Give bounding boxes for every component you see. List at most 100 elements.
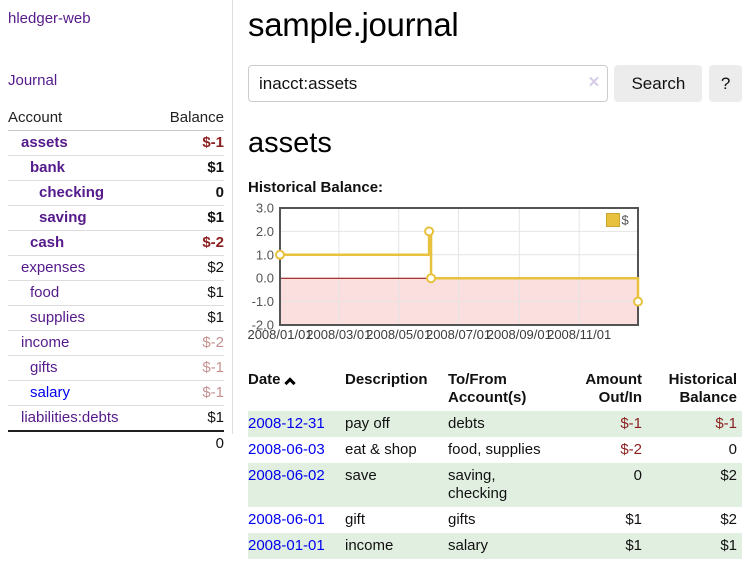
transaction-accounts: debts bbox=[448, 415, 485, 432]
account-row: salary $-1 bbox=[8, 380, 224, 406]
accounts-total-balance: 0 bbox=[152, 430, 224, 456]
sidebar: hledger-web Journal Account Balance asse… bbox=[0, 0, 233, 456]
account-row: liabilities:debts $1 bbox=[8, 405, 224, 432]
transaction-date-link[interactable]: 2008-06-03 bbox=[248, 441, 325, 458]
accounts-table-header: Account Balance bbox=[8, 106, 224, 131]
register-row: 2008-12-31 pay off debts $-1 $-1 bbox=[248, 411, 742, 437]
x-axis-tick-label: 2008/11/01 bbox=[547, 327, 611, 342]
transaction-accounts: gifts bbox=[448, 511, 476, 528]
account-balance: $-1 bbox=[202, 359, 224, 376]
transaction-amount: $1 bbox=[625, 511, 642, 528]
account-link[interactable]: saving bbox=[39, 209, 87, 226]
account-row: bank $1 bbox=[8, 155, 224, 181]
account-link[interactable]: expenses bbox=[21, 259, 86, 276]
account-link[interactable]: assets bbox=[21, 134, 68, 151]
account-row: assets $-1 bbox=[8, 130, 224, 156]
y-axis-tick-label: 2.0 bbox=[256, 224, 274, 239]
accounts-balance-table: Account Balance assets $-1 bank $1 checking 0… bbox=[8, 106, 224, 456]
main-content: sample.journal × Search ? assets Histori… bbox=[233, 0, 742, 559]
transaction-date-link[interactable]: 2008-12-31 bbox=[248, 415, 325, 432]
search-form: × Search ? bbox=[248, 65, 742, 102]
transaction-date-link[interactable]: 2008-06-02 bbox=[248, 467, 325, 484]
y-axis-tick-label: 0.0 bbox=[256, 271, 274, 286]
transaction-balance: $2 bbox=[720, 467, 737, 484]
register-row: 2008-01-01 income salary $1 $1 bbox=[248, 533, 742, 559]
transaction-description: save bbox=[345, 467, 377, 484]
x-axis-tick-label: 2008/03/01 bbox=[306, 327, 371, 342]
transaction-amount: $-2 bbox=[620, 441, 642, 458]
transaction-amount: 0 bbox=[633, 467, 642, 484]
data-point-marker[interactable] bbox=[424, 226, 435, 237]
account-balance: $-2 bbox=[202, 234, 224, 251]
account-row: income $-2 bbox=[8, 330, 224, 356]
page-title: sample.journal bbox=[248, 6, 459, 43]
x-axis-tick-label: 2008/05/01 bbox=[366, 327, 431, 342]
clear-search-icon[interactable]: × bbox=[588, 72, 600, 93]
data-point-marker[interactable] bbox=[426, 273, 437, 284]
account-link[interactable]: liabilities:debts bbox=[21, 409, 119, 426]
balance-column-header: Balance bbox=[152, 106, 224, 131]
account-column-header: Account bbox=[8, 106, 153, 131]
transaction-balance: $1 bbox=[720, 537, 737, 554]
account-row: supplies $1 bbox=[8, 305, 224, 331]
data-point-marker[interactable] bbox=[275, 249, 285, 260]
account-link[interactable]: food bbox=[30, 284, 60, 301]
app-title-link[interactable]: hledger-web bbox=[8, 10, 91, 27]
register-column-header-date[interactable]: Date bbox=[248, 367, 345, 411]
legend-swatch bbox=[606, 213, 620, 227]
account-balance: $-1 bbox=[202, 134, 224, 151]
account-link[interactable]: income bbox=[21, 334, 70, 351]
register-table: Date Description To/From Account(s) Amount … bbox=[248, 367, 742, 559]
account-balance: 0 bbox=[215, 184, 224, 201]
transaction-description: gift bbox=[345, 511, 366, 528]
search-button[interactable]: Search bbox=[614, 65, 703, 102]
y-axis-tick-label: -1.0 bbox=[252, 294, 274, 309]
account-row: food $1 bbox=[8, 280, 224, 306]
register-column-header-amount-out-in[interactable]: Amount Out/In bbox=[585, 371, 642, 406]
register-row: 2008-06-03 eat & shop food, supplies $-2 0 bbox=[248, 437, 742, 463]
chart-canvas[interactable]: $3.0 2.0 1.0 0.0 -1.0 -2.02008/01/012008/03/0… bbox=[247, 201, 648, 353]
y-axis-tick-label: 3.0 bbox=[256, 203, 274, 216]
transaction-accounts: food, supplies bbox=[448, 441, 541, 458]
account-balance: $1 bbox=[207, 209, 224, 226]
historical-balance-chart[interactable]: $3.0 2.0 1.0 0.0 -1.0 -2.0 2008/01/01 2008/03/0… bbox=[247, 201, 648, 353]
account-page-title: assets bbox=[248, 127, 332, 159]
account-link[interactable]: cash bbox=[30, 234, 65, 251]
register-table-header: Date Description To/From Account(s) Amount … bbox=[248, 367, 742, 411]
account-row: expenses $2 bbox=[8, 255, 224, 281]
transaction-date-link[interactable]: 2008-01-01 bbox=[248, 537, 325, 554]
y-axis-tick-label: -2.0 bbox=[252, 318, 274, 333]
transaction-amount: $1 bbox=[625, 537, 642, 554]
account-link[interactable]: supplies bbox=[30, 309, 86, 326]
transaction-accounts: salary bbox=[448, 537, 489, 554]
account-row: gifts $-1 bbox=[8, 355, 224, 381]
legend-label: $ bbox=[622, 213, 630, 228]
search-input[interactable] bbox=[248, 65, 609, 102]
account-balance: $2 bbox=[207, 259, 224, 276]
account-balance: $1 bbox=[207, 159, 224, 176]
chart-title: Historical Balance: bbox=[248, 179, 384, 196]
register-row: 2008-06-01 gift gifts $1 $2 bbox=[248, 507, 742, 533]
account-balance: $-1 bbox=[202, 384, 224, 401]
account-link[interactable]: gifts bbox=[30, 359, 58, 376]
transaction-balance: $-1 bbox=[715, 415, 737, 432]
data-point-marker[interactable] bbox=[633, 296, 643, 307]
accounts-total-row: 0 bbox=[8, 430, 224, 456]
transaction-description: pay off bbox=[345, 415, 390, 432]
register-column-header-historical-balance[interactable]: Historical Balance bbox=[668, 371, 737, 406]
transaction-date-link[interactable]: 2008-06-01 bbox=[248, 511, 325, 528]
account-balance: $1 bbox=[207, 284, 224, 301]
account-balance: $1 bbox=[207, 309, 224, 326]
register-column-header-description[interactable]: Description bbox=[345, 371, 428, 388]
account-link[interactable]: bank bbox=[30, 159, 66, 176]
account-row: saving $1 bbox=[8, 205, 224, 231]
account-link[interactable]: salary bbox=[30, 384, 71, 401]
account-link[interactable]: checking bbox=[39, 184, 105, 201]
help-button[interactable]: ? bbox=[709, 65, 742, 102]
account-row: cash $-2 bbox=[8, 230, 224, 256]
account-balance: $-2 bbox=[202, 334, 224, 351]
register-column-header-to-from-account-s-[interactable]: To/From Account(s) bbox=[448, 371, 527, 406]
sidebar-item-journal[interactable]: Journal bbox=[8, 72, 58, 89]
transaction-description: eat & shop bbox=[345, 441, 417, 458]
account-row: checking 0 bbox=[8, 180, 224, 206]
